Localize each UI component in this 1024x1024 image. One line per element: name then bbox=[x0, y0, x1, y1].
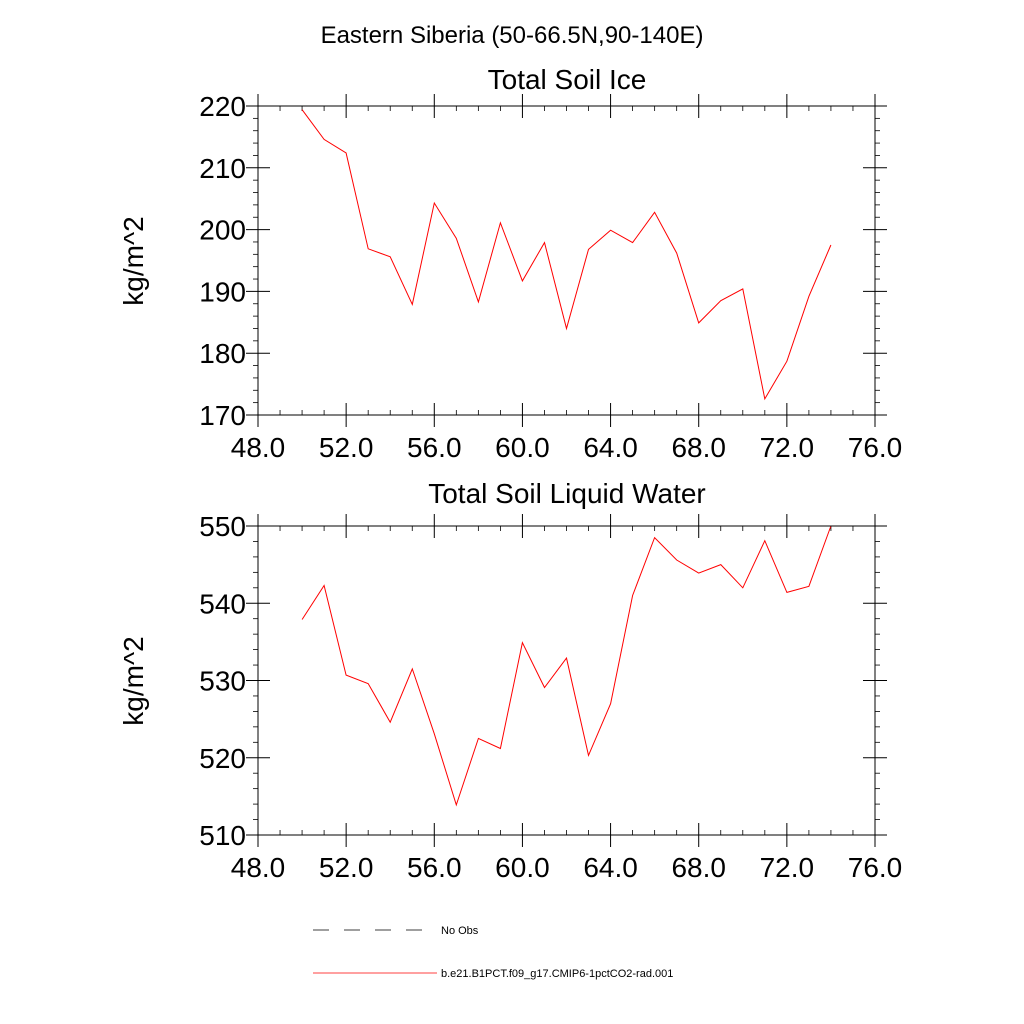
figure-title: Eastern Siberia (50-66.5N,90-140E) bbox=[321, 22, 704, 49]
ticks-soil-ice bbox=[246, 94, 887, 427]
plot-frame-soil-liquid-water bbox=[257, 525, 876, 836]
panel-soil-ice: Total Soil Ice 48.0 52.0 56.0 60.0 64.0 68.0 7… bbox=[118, 64, 902, 463]
y-tick-label: 510 bbox=[199, 820, 246, 851]
x-tick-label: 72.0 bbox=[760, 852, 815, 883]
x-tick-label: 48.0 bbox=[231, 852, 286, 883]
y-axis-label-soil-ice: kg/m^2 bbox=[118, 216, 149, 305]
y-tick-label: 530 bbox=[199, 666, 246, 697]
series-line bbox=[301, 525, 832, 807]
y-tick-label: 180 bbox=[199, 338, 246, 369]
x-tick-label: 52.0 bbox=[319, 432, 374, 463]
tick-labels-soil-ice: 48.0 52.0 56.0 60.0 64.0 68.0 72.0 76.0 170 180 19… bbox=[199, 91, 902, 463]
x-tick-label: 72.0 bbox=[760, 432, 815, 463]
x-tick-label: 56.0 bbox=[407, 852, 462, 883]
y-tick-label: 210 bbox=[199, 153, 246, 184]
x-tick-label: 64.0 bbox=[583, 432, 638, 463]
legend: No Obs b.e21.B1PCT.f09_g17.CMIP6-1pctCO2… bbox=[313, 925, 673, 980]
y-tick-label: 550 bbox=[199, 511, 246, 542]
legend-label-no-obs: No Obs bbox=[441, 925, 479, 937]
ticks-soil-liquid-water bbox=[246, 514, 887, 847]
x-tick-label: 68.0 bbox=[671, 432, 726, 463]
series-soil-liquid-water bbox=[301, 525, 832, 807]
x-tick-label: 64.0 bbox=[583, 852, 638, 883]
panel-title-soil-ice: Total Soil Ice bbox=[488, 64, 647, 95]
x-tick-label: 52.0 bbox=[319, 852, 374, 883]
legend-label-model-run: b.e21.B1PCT.f09_g17.CMIP6-1pctCO2-rad.00… bbox=[441, 968, 673, 980]
x-tick-label: 76.0 bbox=[848, 852, 903, 883]
x-tick-label: 56.0 bbox=[407, 432, 462, 463]
series-soil-ice bbox=[301, 109, 832, 401]
series-line bbox=[301, 109, 832, 401]
x-tick-label: 60.0 bbox=[495, 852, 550, 883]
x-tick-label: 60.0 bbox=[495, 432, 550, 463]
x-tick-label: 76.0 bbox=[848, 432, 903, 463]
y-tick-label: 220 bbox=[199, 91, 246, 122]
panel-title-soil-liquid-water: Total Soil Liquid Water bbox=[428, 478, 706, 509]
plot-frame-soil-ice bbox=[257, 105, 876, 416]
panel-soil-liquid-water: Total Soil Liquid Water 48.0 52.0 56.0 60.0… bbox=[118, 478, 902, 883]
y-tick-label: 190 bbox=[199, 276, 246, 307]
y-axis-label-soil-liquid-water: kg/m^2 bbox=[118, 636, 149, 725]
y-tick-label: 200 bbox=[199, 215, 246, 246]
y-tick-label: 170 bbox=[199, 400, 246, 431]
tick-labels-soil-liquid-water: 48.0 52.0 56.0 60.0 64.0 68.0 72.0 76.0 510 520 53… bbox=[199, 511, 902, 883]
y-tick-label: 540 bbox=[199, 588, 246, 619]
y-tick-label: 520 bbox=[199, 743, 246, 774]
x-tick-label: 68.0 bbox=[671, 852, 726, 883]
x-tick-label: 48.0 bbox=[231, 432, 286, 463]
